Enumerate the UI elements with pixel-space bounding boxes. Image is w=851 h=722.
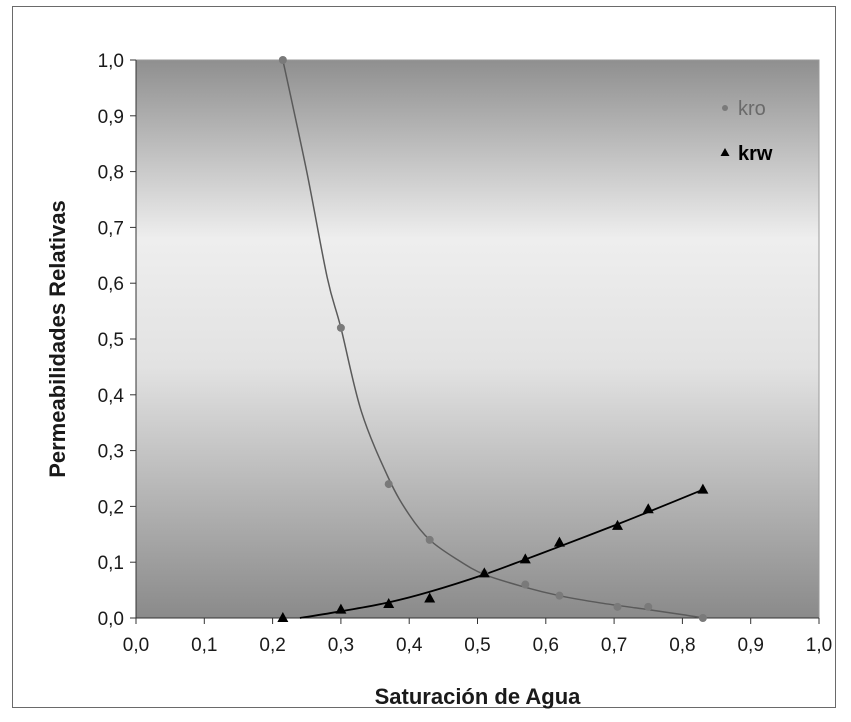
krw-point [553,536,565,547]
x-tick-label: 0,6 [533,635,559,656]
kro-point [425,535,434,544]
krw-point [335,603,347,614]
krw-point [478,567,490,578]
y-tick-label: 0,9 [98,107,124,128]
y-tick-label: 0,0 [98,609,124,630]
kro-point [698,614,707,622]
y-tick-label: 1,0 [98,51,124,72]
krw-point [383,598,395,609]
y-tick-label: 0,3 [98,442,124,463]
krw-point [424,592,436,603]
kro-point [555,591,564,600]
data-markers [277,56,709,622]
krw-point [519,553,531,564]
x-tick-label: 0,0 [123,635,149,656]
x-tick-label: 0,3 [328,635,354,656]
x-tick-label: 0,1 [191,635,217,656]
krw-point [697,483,709,494]
relative-permeability-chart: 0,0 0,1 0,2 0,3 0,4 0,5 0,6 0,7 0,8 0,9 1,0 0,0 0,1 0… [45,51,833,709]
x-tick-label: 0,7 [601,635,627,656]
kro-point [613,602,622,611]
kro-point [336,323,345,332]
y-tick-label: 0,6 [98,274,124,295]
y-axis-title: Permeabilidades Relativas [45,200,70,478]
plot-area [135,59,820,619]
krw-point [277,612,289,622]
y-tick-label: 0,5 [98,330,124,351]
x-tick-label: 0,2 [259,635,285,656]
krw-point [612,519,624,530]
x-tick-label: 0,9 [737,635,763,656]
kro-point [278,56,287,64]
legend-label-kro: kro [738,98,766,120]
x-tick-label: 1,0 [806,635,832,656]
legend: kro krw [720,98,773,165]
x-axis-title: Saturación de Agua [375,684,582,709]
axes: 0,0 0,1 0,2 0,3 0,4 0,5 0,6 0,7 0,8 0,9 1,0 0,0 0,1 0… [98,51,833,656]
kro-point [521,580,530,589]
y-tick-label: 0,8 [98,163,124,184]
x-tick-label: 0,5 [464,635,490,656]
y-tick-label: 0,1 [98,553,124,574]
y-tick-label: 0,2 [98,497,124,518]
kro-point [644,602,653,611]
krw-point [642,503,654,514]
legend-marker-krw [720,148,730,156]
x-tick-label: 0,8 [669,635,695,656]
kro-point [384,480,393,489]
legend-marker-kro [722,105,728,111]
krw-fit-line [299,488,704,619]
y-tick-label: 0,4 [98,386,125,407]
x-tick-label: 0,4 [396,635,423,656]
y-tick-label: 0,7 [98,218,124,239]
legend-label-krw: krw [738,143,773,165]
chart-frame: 0,0 0,1 0,2 0,3 0,4 0,5 0,6 0,7 0,8 0,9 1,0 0,0 0,1 0… [12,6,836,709]
